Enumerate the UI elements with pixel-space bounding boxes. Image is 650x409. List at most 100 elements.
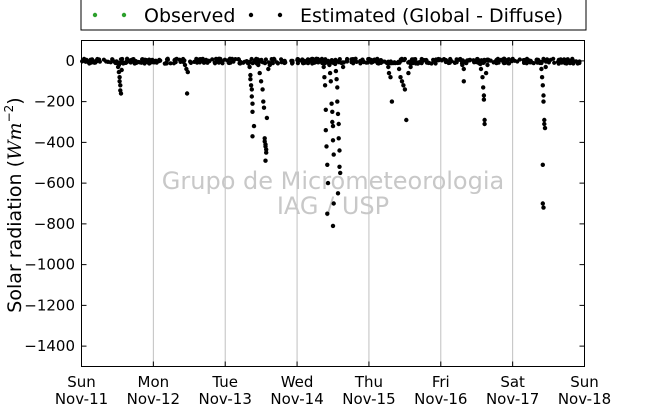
x-tick-date-label: Nov-11 [55, 390, 108, 408]
estimated-baseline-point [263, 57, 268, 62]
estimated-point [264, 115, 270, 121]
estimated-point [325, 162, 330, 167]
estimated-point [402, 87, 408, 92]
estimated-point [119, 67, 124, 73]
estimated-point [250, 134, 255, 139]
estimated-baseline-point [131, 57, 136, 62]
estimated-point [323, 128, 328, 133]
x-tick-day-label: Thu [354, 373, 383, 391]
estimated-baseline-point [204, 57, 209, 63]
x-tick-day-label: Sun [570, 373, 599, 391]
estimated-point [388, 75, 393, 80]
plot-frame [81, 40, 585, 367]
estimated-point [408, 64, 413, 70]
estimated-point [261, 105, 267, 110]
estimated-point [338, 170, 343, 176]
estimated-point [336, 136, 341, 141]
legend-observed-marker [92, 12, 98, 18]
estimated-point [330, 123, 336, 129]
estimated-point [322, 75, 327, 80]
estimated-point [261, 99, 266, 104]
estimated-point [333, 68, 339, 74]
estimated-baseline-point [168, 61, 173, 66]
estimated-point [324, 144, 329, 149]
estimated-baseline-point [503, 60, 508, 65]
estimated-baseline-point [125, 57, 130, 63]
legend-observed-marker [121, 12, 127, 18]
estimated-baseline-point [574, 59, 579, 64]
estimated-baseline-point [305, 57, 310, 62]
estimated-point [461, 79, 466, 84]
legend-estimated-label: Estimated (Global - Diffuse) [300, 5, 563, 27]
estimated-baseline-point [295, 57, 300, 62]
estimated-baseline-point [212, 61, 218, 66]
estimated-point [246, 60, 252, 66]
estimated-baseline-point [146, 60, 151, 65]
estimated-point [327, 70, 333, 76]
estimated-baseline-point [171, 61, 176, 66]
estimated-point [337, 164, 342, 169]
watermark-line-2: IAG / USP [277, 192, 389, 220]
legend-observed-label: Observed [144, 5, 235, 27]
estimated-baseline-point [337, 57, 342, 62]
estimated-baseline-point [310, 56, 315, 62]
estimated-point [116, 62, 122, 68]
estimated-point [329, 101, 334, 106]
estimated-point [541, 99, 546, 104]
estimated-baseline-point [375, 61, 380, 66]
estimated-baseline-point [237, 61, 242, 66]
estimated-point [330, 138, 336, 143]
legend-estimated-marker [248, 12, 254, 18]
estimated-point [541, 205, 546, 210]
estimated-point [250, 109, 255, 115]
y-tick-label: −800 [34, 215, 75, 233]
estimated-baseline-point [314, 57, 319, 62]
estimated-baseline-point [134, 60, 139, 65]
estimated-point [248, 83, 254, 88]
x-tick-day-label: Sat [500, 373, 525, 391]
grid [152, 40, 514, 367]
estimated-point [330, 109, 335, 115]
estimated-baseline-point [344, 58, 349, 64]
estimated-point [335, 85, 340, 90]
estimated-point [483, 70, 489, 76]
estimated-baseline-point [465, 58, 470, 63]
estimated-baseline-point [390, 60, 395, 65]
estimated-point [460, 62, 465, 68]
estimated-point [328, 79, 333, 84]
estimated-point [264, 147, 269, 152]
x-tick-date-label: Nov-17 [486, 390, 539, 408]
estimated-point [331, 201, 336, 206]
estimated-baseline-point [506, 57, 511, 62]
x-tick-date-label: Nov-13 [199, 390, 252, 408]
estimated-baseline-point [364, 60, 369, 65]
estimated-point [386, 64, 391, 70]
estimated-point [478, 66, 484, 72]
estimated-point [325, 211, 330, 216]
estimated-point [333, 61, 338, 67]
estimated-baseline-point [295, 61, 300, 66]
estimated-baseline-point [369, 60, 374, 65]
estimated-baseline-point [521, 60, 527, 65]
estimated-point [248, 77, 253, 82]
estimated-point [118, 83, 123, 88]
estimated-point [539, 66, 544, 72]
estimated-baseline-point [225, 58, 230, 63]
estimated-point [542, 117, 547, 123]
estimated-point [325, 180, 331, 186]
estimated-point [262, 136, 267, 141]
y-tick-label: −1400 [24, 337, 75, 355]
estimated-point [540, 83, 545, 88]
y-label-prefix: Solar radiation ( [4, 160, 26, 313]
y-tick-label: −1200 [24, 296, 75, 314]
estimated-baseline-point [517, 57, 522, 62]
estimated-baseline-point [188, 60, 193, 65]
estimated-baseline-point [548, 57, 553, 62]
estimated-point [323, 107, 328, 113]
estimated-point [267, 62, 272, 68]
estimated-baseline-point [216, 60, 221, 65]
estimated-baseline-point [353, 59, 358, 64]
x-tick-day-label: Fri [432, 373, 450, 391]
y-axis-label: Solar radiation (Wm−2) [2, 97, 26, 312]
estimated-baseline-point [413, 61, 418, 66]
